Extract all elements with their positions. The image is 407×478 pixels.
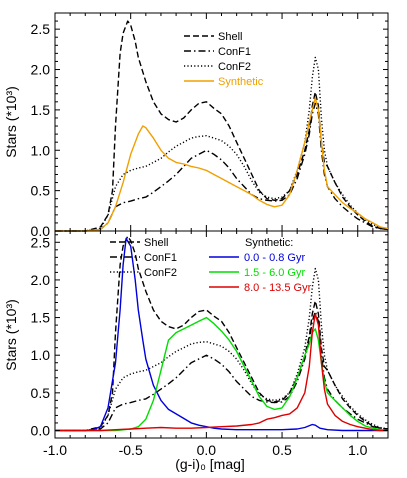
- bottom-panel-y-tick-label: 0.5: [31, 385, 51, 401]
- x-tick-label: -1.0: [43, 442, 67, 458]
- bottom-panel-ticks: 0.0 0.5 1.0 1.5 2.0 2.5 -1.0 -0.5 0.0 0.5 1.0: [31, 231, 388, 458]
- top-panel-y-tick-label: 0.0: [31, 223, 51, 239]
- top-panel-ticks: 0.0 0.5 1.0 1.5 2.0 2.5: [31, 13, 388, 239]
- bottom-panel-legend: Shell ConF1 ConF2 0.0 - 0.8 Gyr 1.5 - 6.0 Gy…: [110, 237, 312, 294]
- x-tick-label: -0.5: [119, 442, 143, 458]
- top-panel-lines: [55, 20, 389, 232]
- bottom-panel-series-line-1: [55, 310, 389, 432]
- bottom-panel-series-line-0: [55, 235, 389, 432]
- x-axis-label: (g-i)₀ [mag]: [175, 456, 245, 472]
- top-panel-legend-label-2: ConF2: [218, 61, 251, 73]
- top-panel-series-line-1: [55, 102, 389, 232]
- bottom-panel-y-tick-label: 1.0: [31, 347, 51, 363]
- top-panel-legend: Shell ConF1 ConF2 Synthetic: [184, 31, 264, 88]
- bottom-panel-legend-label-5: 8.0 - 13.5 Gyr: [244, 282, 312, 294]
- bottom-panel-legend-heading: Synthetic:: [245, 237, 293, 249]
- top-panel-y-tick-label: 0.5: [31, 183, 51, 199]
- top-panel-y-tick-label: 1.0: [31, 142, 51, 158]
- bottom-panel-legend-label-4: 1.5 - 6.0 Gyr: [244, 267, 305, 279]
- top-panel-series-line-3: [55, 97, 389, 232]
- bottom-panel-y-axis-label: Stars (*10³): [3, 299, 19, 371]
- bottom-panel-y-tick-label: 1.5: [31, 310, 51, 326]
- bottom-panel-legend-label-2: ConF2: [144, 267, 177, 279]
- bottom-panel-series-line-2: [55, 267, 389, 432]
- bottom-panel-lines: [55, 235, 389, 432]
- bottom-panel: 0.0 0.5 1.0 1.5 2.0 2.5 -1.0 -0.5 0.0 0.5 1.0 Star…: [3, 230, 389, 472]
- top-panel-series-line-2: [55, 56, 389, 232]
- top-panel-series-line-0: [55, 20, 389, 232]
- top-panel-y-tick-label: 2.5: [31, 21, 51, 37]
- top-panel-y-axis-label: Stars (*10³): [3, 86, 19, 158]
- bottom-panel-series-line-3: [55, 237, 388, 432]
- top-panel-legend-label-0: Shell: [218, 31, 242, 43]
- bottom-panel-legend-label-0: Shell: [144, 237, 168, 249]
- x-tick-label: 1.0: [348, 442, 368, 458]
- x-tick-label: 0.5: [272, 442, 292, 458]
- bottom-panel-y-tick-label: 2.0: [31, 272, 51, 288]
- x-tick-label: 0.0: [197, 442, 217, 458]
- bottom-panel-frame: [54, 230, 389, 439]
- top-panel-legend-label-1: ConF1: [218, 46, 251, 58]
- top-panel-y-tick-label: 2.0: [31, 62, 51, 78]
- bottom-panel-series-line-5: [55, 313, 388, 432]
- bottom-panel-legend-label-1: ConF1: [144, 252, 177, 264]
- bottom-panel-y-tick-label: 0.0: [31, 422, 51, 438]
- top-panel-y-tick-label: 1.5: [31, 102, 51, 118]
- bottom-panel-legend-label-3: 0.0 - 0.8 Gyr: [244, 252, 305, 264]
- top-panel-legend-label-3: Synthetic: [218, 76, 264, 88]
- bottom-panel-series-line-4: [55, 316, 389, 432]
- top-panel: 0.0 0.5 1.0 1.5 2.0 2.5 Stars (*10³) Shell Con…: [3, 12, 389, 239]
- bottom-panel-y-tick-label: 2.5: [31, 234, 51, 250]
